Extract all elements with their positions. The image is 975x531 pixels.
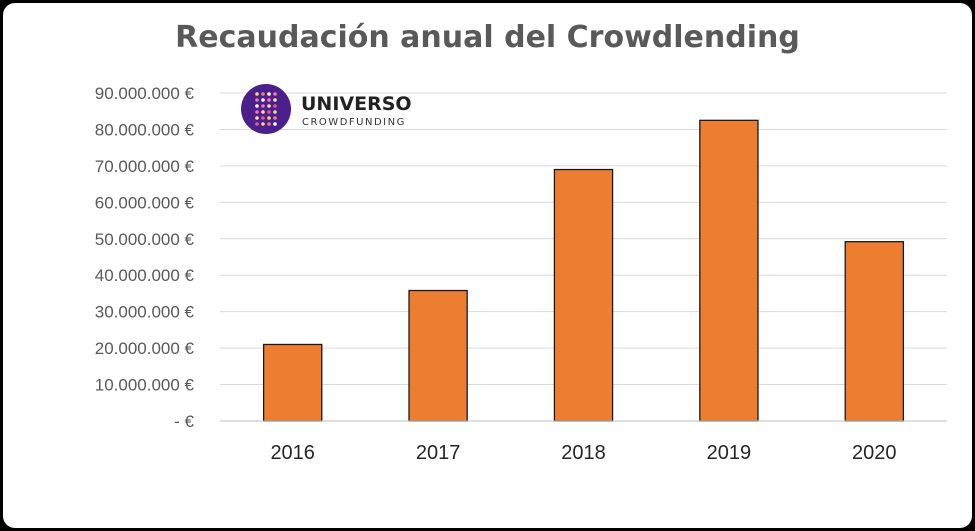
logo-circle xyxy=(241,84,291,134)
y-tick-label: 30.000.000 € xyxy=(95,303,195,322)
bar-2019 xyxy=(699,119,759,422)
logo-dots-icon xyxy=(255,92,277,126)
x-tick-label: 2017 xyxy=(416,442,461,464)
logo-dot xyxy=(267,104,271,108)
logo-dot xyxy=(267,92,271,96)
bar-2020 xyxy=(844,241,905,422)
logo-dot xyxy=(267,116,271,120)
bar-2017 xyxy=(408,289,468,422)
logo-dot xyxy=(255,98,259,102)
logo-dot xyxy=(261,116,265,120)
logo-dot xyxy=(273,92,277,96)
bar-2016 xyxy=(262,343,323,422)
logo-dot xyxy=(255,104,259,108)
chart-title: Recaudación anual del Crowdlending xyxy=(175,20,800,55)
logo-dot xyxy=(261,92,265,96)
logo-dot xyxy=(267,110,271,114)
bar-2018 xyxy=(553,168,614,422)
logo-dot xyxy=(273,98,277,102)
y-tick-label: 20.000.000 € xyxy=(95,339,195,358)
y-axis-ticks: - € 10.000.000 € 20.000.000 € 30.000.000 € 4… xyxy=(95,84,195,431)
y-tick-label: - € xyxy=(174,412,194,431)
y-tick-label: 10.000.000 € xyxy=(95,376,195,395)
universo-logo: UNIVERSO CROWDFUNDING xyxy=(241,84,412,134)
logo-dot xyxy=(261,110,265,114)
logo-name: UNIVERSO xyxy=(301,93,412,115)
logo-dot xyxy=(267,122,271,126)
x-tick-label: 2018 xyxy=(561,442,606,464)
x-axis-ticks: 2016 2017 2018 2019 2020 xyxy=(270,442,896,464)
logo-dot xyxy=(261,122,265,126)
logo-dot xyxy=(255,116,259,120)
logo-dot xyxy=(273,104,277,108)
y-tick-label: 90.000.000 € xyxy=(95,84,195,103)
logo-dot xyxy=(267,98,271,102)
x-tick-label: 2020 xyxy=(852,442,897,464)
logo-subtitle: CROWDFUNDING xyxy=(302,117,406,128)
logo-dot xyxy=(273,110,277,114)
logo-dot xyxy=(273,122,277,126)
logo-dot xyxy=(261,98,265,102)
y-tick-label: 80.000.000 € xyxy=(95,120,195,139)
logo-dot xyxy=(255,110,259,114)
x-tick-label: 2019 xyxy=(707,442,752,464)
y-tick-label: 50.000.000 € xyxy=(95,230,195,249)
logo-dot xyxy=(255,122,259,126)
x-tick-label: 2016 xyxy=(270,442,315,464)
chart-card xyxy=(3,3,972,528)
logo-dot xyxy=(261,104,265,108)
logo-dot xyxy=(255,92,259,96)
logo-dot xyxy=(273,116,277,120)
y-tick-label: 70.000.000 € xyxy=(95,157,195,176)
y-tick-label: 40.000.000 € xyxy=(95,266,195,285)
y-tick-label: 60.000.000 € xyxy=(95,193,195,212)
bars xyxy=(262,119,905,422)
